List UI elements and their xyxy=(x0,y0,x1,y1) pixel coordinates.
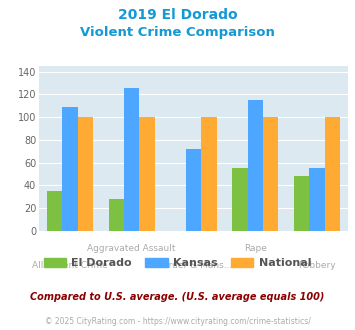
Text: Aggravated Assault: Aggravated Assault xyxy=(87,244,176,253)
Bar xyxy=(47,191,62,231)
Text: Compared to U.S. average. (U.S. average equals 100): Compared to U.S. average. (U.S. average … xyxy=(30,292,325,302)
Bar xyxy=(325,117,340,231)
Bar xyxy=(109,199,124,231)
Bar xyxy=(124,88,140,231)
Text: © 2025 CityRating.com - https://www.cityrating.com/crime-statistics/: © 2025 CityRating.com - https://www.city… xyxy=(45,317,310,326)
Bar xyxy=(232,168,247,231)
Text: Robbery: Robbery xyxy=(298,261,336,270)
Text: Rape: Rape xyxy=(244,244,267,253)
Bar xyxy=(294,176,309,231)
Bar xyxy=(201,117,217,231)
Text: 2019 El Dorado: 2019 El Dorado xyxy=(118,8,237,22)
Text: Violent Crime Comparison: Violent Crime Comparison xyxy=(80,26,275,39)
Bar xyxy=(140,117,155,231)
Bar xyxy=(247,100,263,231)
Bar xyxy=(62,107,78,231)
Bar xyxy=(78,117,93,231)
Bar xyxy=(263,117,278,231)
Text: All Violent Crime: All Violent Crime xyxy=(32,261,108,270)
Bar xyxy=(309,168,325,231)
Bar xyxy=(186,149,201,231)
Text: Murder & Mans...: Murder & Mans... xyxy=(155,261,232,270)
Legend: El Dorado, Kansas, National: El Dorado, Kansas, National xyxy=(39,253,316,273)
